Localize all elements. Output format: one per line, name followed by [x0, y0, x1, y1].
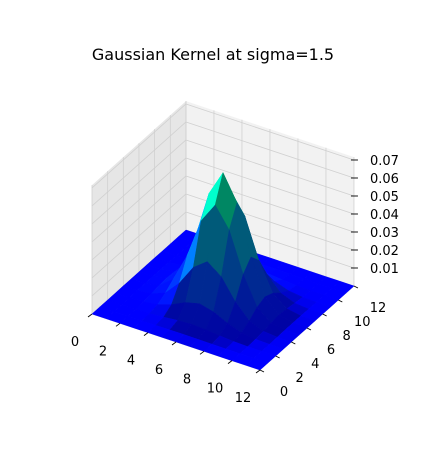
x-axis-tick-label: 6 — [155, 363, 163, 378]
back-wall-gridline-z — [185, 121, 355, 179]
x-axis-tick — [87, 313, 93, 318]
x-axis-tick-label: 0 — [71, 335, 79, 350]
left-wall-gridline-z — [91, 121, 187, 207]
back-wall-gridline-z — [185, 157, 355, 215]
left-wall-gridline-z — [91, 175, 187, 261]
y-axis-tick — [291, 341, 296, 345]
left-wall-gridline-z — [91, 139, 187, 225]
back-wall-gridline-z — [185, 103, 355, 161]
left-wall-gridline-z — [91, 211, 187, 297]
x-axis-tick-label: 12 — [235, 391, 252, 406]
z-axis-tick-label: 0.03 — [370, 226, 399, 241]
y-axis-tick — [275, 355, 280, 359]
x-axis-tick — [115, 322, 121, 327]
y-axis-tick-label: 2 — [296, 371, 304, 386]
chart-title: Gaussian Kernel at sigma=1.5 — [92, 45, 334, 64]
y-axis-tick-label: 0 — [280, 385, 288, 400]
x-axis-tick — [227, 360, 233, 365]
x-axis-tick-label: 8 — [183, 372, 191, 387]
y-axis-tick-label: 6 — [327, 343, 335, 358]
x-axis-tick-label: 2 — [99, 344, 107, 359]
x-axis-tick-label: 10 — [207, 382, 224, 397]
left-wall-gridline-z — [91, 103, 187, 189]
y-axis-tick — [259, 369, 265, 373]
y-axis-tick-label: 4 — [311, 357, 319, 372]
z-axis-tick-label: 0.06 — [370, 172, 399, 187]
surface-plot — [91, 172, 355, 371]
z-axis-tick-label: 0.05 — [370, 190, 399, 205]
back-wall-gridline-z — [185, 139, 355, 197]
z-axis-tick-label: 0.01 — [370, 262, 399, 277]
x-axis-tick-label: 4 — [127, 354, 135, 369]
z-axis-tick-label: 0.07 — [370, 154, 399, 169]
x-axis-tick — [171, 341, 177, 346]
y-axis-tick-label: 8 — [342, 329, 350, 344]
z-axis-tick-label: 0.02 — [370, 244, 399, 259]
left-wall-gridline-z — [91, 193, 187, 279]
y-axis-tick-label: 12 — [370, 301, 387, 316]
x-axis-tick — [143, 332, 149, 337]
x-axis-tick — [199, 350, 205, 355]
y-axis-tick-label: 10 — [354, 315, 371, 330]
y-axis-tick — [353, 285, 359, 289]
y-axis-tick — [338, 299, 343, 303]
surface-facet — [245, 358, 269, 371]
back-wall-gridline-z — [185, 175, 355, 233]
z-axis-tick-label: 0.04 — [370, 208, 399, 223]
y-axis-tick — [306, 327, 312, 331]
x-axis-tick — [255, 369, 261, 374]
left-wall-gridline-z — [91, 157, 187, 243]
y-axis-tick — [322, 313, 327, 317]
